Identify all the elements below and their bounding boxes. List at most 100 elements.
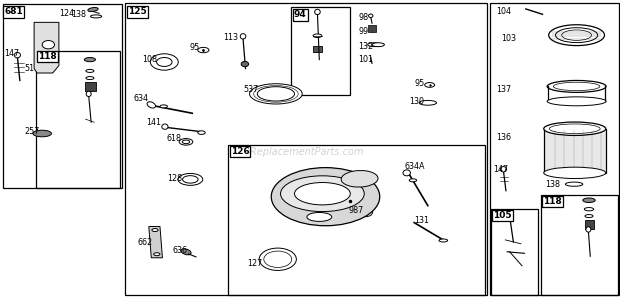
Text: 95: 95 <box>189 43 200 52</box>
Text: 108: 108 <box>143 55 157 64</box>
Ellipse shape <box>241 34 246 39</box>
Bar <box>3 4 122 188</box>
Ellipse shape <box>91 15 102 18</box>
Text: 136: 136 <box>496 133 511 142</box>
Text: 132: 132 <box>358 42 373 51</box>
Ellipse shape <box>507 211 513 217</box>
Polygon shape <box>34 22 59 73</box>
Text: 634: 634 <box>134 94 149 103</box>
Ellipse shape <box>86 77 94 80</box>
Text: eReplacementParts.com: eReplacementParts.com <box>244 147 363 157</box>
Ellipse shape <box>154 253 160 256</box>
Ellipse shape <box>341 170 378 187</box>
Ellipse shape <box>547 97 606 106</box>
Text: 98: 98 <box>358 13 368 22</box>
Ellipse shape <box>544 122 606 136</box>
Ellipse shape <box>84 58 95 62</box>
Text: 51: 51 <box>25 64 35 73</box>
Text: 104: 104 <box>496 7 511 16</box>
Text: 537: 537 <box>243 86 259 94</box>
Ellipse shape <box>33 130 51 137</box>
Ellipse shape <box>419 100 436 105</box>
Ellipse shape <box>313 34 322 38</box>
Ellipse shape <box>259 248 296 271</box>
Text: 618: 618 <box>166 134 181 143</box>
Bar <box>291 7 350 95</box>
Text: 138: 138 <box>71 10 86 19</box>
Ellipse shape <box>372 43 384 47</box>
Ellipse shape <box>554 82 600 91</box>
Text: 124: 124 <box>59 9 74 18</box>
Text: 128: 128 <box>167 174 182 183</box>
Text: 138: 138 <box>546 180 560 189</box>
Ellipse shape <box>544 167 606 179</box>
Ellipse shape <box>147 102 156 108</box>
Ellipse shape <box>156 58 172 66</box>
Text: 125: 125 <box>128 7 146 16</box>
Text: 94: 94 <box>294 10 307 19</box>
Ellipse shape <box>307 212 332 221</box>
Ellipse shape <box>425 83 435 87</box>
Ellipse shape <box>549 124 600 134</box>
Text: 118: 118 <box>543 197 562 206</box>
Ellipse shape <box>368 14 373 18</box>
Ellipse shape <box>179 139 193 145</box>
Ellipse shape <box>14 52 20 58</box>
Text: 127: 127 <box>247 259 262 268</box>
Bar <box>548 86 605 101</box>
Ellipse shape <box>294 182 350 205</box>
Ellipse shape <box>314 9 321 15</box>
Text: 103: 103 <box>501 34 516 43</box>
Ellipse shape <box>403 170 410 176</box>
Text: 141: 141 <box>146 118 161 127</box>
Text: 137: 137 <box>496 85 511 94</box>
Ellipse shape <box>160 105 167 108</box>
Bar <box>491 209 538 295</box>
Ellipse shape <box>556 28 598 43</box>
Text: 257: 257 <box>25 127 40 136</box>
Ellipse shape <box>368 43 380 47</box>
Ellipse shape <box>86 69 94 72</box>
Polygon shape <box>149 226 162 258</box>
Text: 99: 99 <box>358 27 369 36</box>
Ellipse shape <box>241 61 249 67</box>
Ellipse shape <box>585 215 593 218</box>
Text: 681: 681 <box>4 7 23 16</box>
Ellipse shape <box>151 54 179 70</box>
Ellipse shape <box>182 176 198 183</box>
Text: 101: 101 <box>358 55 373 64</box>
Bar <box>585 220 594 229</box>
Text: 130: 130 <box>409 97 424 106</box>
Text: 105: 105 <box>493 211 512 220</box>
Ellipse shape <box>198 131 205 134</box>
Bar <box>368 25 376 32</box>
Ellipse shape <box>86 91 91 97</box>
Ellipse shape <box>257 87 294 101</box>
Text: 95: 95 <box>414 79 425 88</box>
Ellipse shape <box>181 249 191 255</box>
Ellipse shape <box>182 140 190 144</box>
Ellipse shape <box>439 239 448 242</box>
Text: 118: 118 <box>38 52 57 61</box>
Text: 147: 147 <box>4 49 19 58</box>
Ellipse shape <box>178 173 203 185</box>
Ellipse shape <box>562 30 591 40</box>
Ellipse shape <box>264 251 291 268</box>
Text: 987: 987 <box>348 206 364 215</box>
Ellipse shape <box>409 179 417 182</box>
Bar <box>36 51 120 188</box>
Bar <box>313 46 322 52</box>
Text: 113: 113 <box>223 33 238 42</box>
Text: 147: 147 <box>493 165 508 174</box>
Bar <box>544 129 606 173</box>
Ellipse shape <box>249 84 303 104</box>
Text: 662: 662 <box>138 238 153 247</box>
Ellipse shape <box>280 176 365 212</box>
Text: 131: 131 <box>414 216 429 225</box>
Ellipse shape <box>162 124 168 129</box>
Ellipse shape <box>583 198 595 203</box>
Ellipse shape <box>88 7 98 12</box>
Bar <box>228 145 485 295</box>
Ellipse shape <box>549 25 604 46</box>
Bar <box>85 82 96 91</box>
